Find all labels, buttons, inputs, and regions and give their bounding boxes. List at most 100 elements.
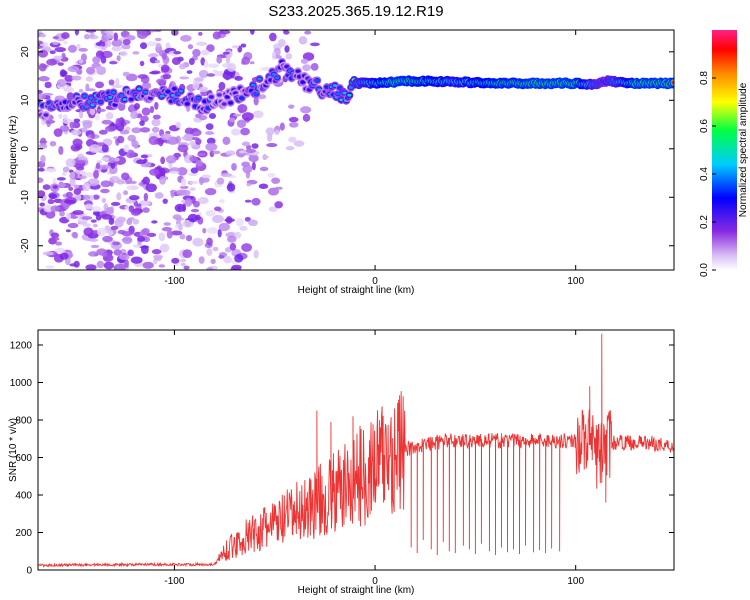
heatmap-cell [206, 137, 216, 145]
heatmap-cell [212, 31, 221, 40]
heatmap-cell [43, 204, 53, 213]
heatmap-cell [151, 249, 162, 255]
heatmap-cell [88, 144, 101, 154]
heatmap-cell [239, 96, 245, 100]
heatmap-cell [206, 248, 213, 256]
heatmap-cell [104, 30, 114, 34]
heatmap-cell [310, 42, 320, 47]
heatmap-cell [269, 32, 277, 42]
heatmap-cell [271, 177, 281, 184]
heatmap-cell [288, 104, 295, 109]
heatmap-cell [146, 232, 157, 238]
heatmap-cell [101, 197, 107, 203]
heatmap-cell [212, 150, 221, 155]
heatmap-cell [169, 171, 180, 175]
heatmap-cell [231, 128, 241, 136]
heatmap-cell [108, 157, 116, 164]
heatmap-cell [288, 116, 299, 123]
heatmap-cell [180, 262, 186, 267]
heatmap-cell [170, 189, 175, 198]
heatmap-cell [184, 197, 193, 207]
heatmap-cell [64, 75, 74, 82]
heatmap-cell [189, 156, 198, 162]
heatmap-cell [58, 113, 63, 119]
heatmap-cell [101, 144, 109, 153]
snr-x-tick-label: 100 [567, 576, 584, 587]
heatmap-y-tick-label: 20 [20, 46, 31, 58]
heatmap-cell [69, 121, 76, 129]
colorbar-tick-label: 0.6 [699, 119, 710, 133]
heatmap-cell [69, 171, 76, 180]
heatmap-cell [112, 103, 118, 107]
heatmap-cell [82, 194, 91, 201]
heatmap-cell [285, 145, 295, 151]
heatmap-cell [141, 82, 152, 90]
heatmap-cell [310, 62, 319, 71]
heatmap-cell [92, 56, 101, 64]
heatmap-cell [171, 57, 181, 66]
heatmap-cell [202, 227, 207, 234]
heatmap-x-label: Height of straight line (km) [298, 285, 415, 296]
heatmap-cell [265, 127, 275, 136]
heatmap-cell [108, 79, 115, 86]
heatmap-cell [67, 222, 79, 229]
heatmap-cell [181, 136, 187, 140]
heatmap-cell [56, 78, 67, 88]
heatmap-cell [332, 83, 338, 87]
snr-plot-area [38, 330, 674, 570]
heatmap-cell [231, 45, 240, 49]
heatmap-cell [50, 232, 60, 239]
heatmap-cell [66, 92, 74, 101]
heatmap-cell [229, 70, 235, 79]
heatmap-cell [69, 177, 76, 187]
heatmap-cell [61, 52, 66, 62]
heatmap-cell [87, 178, 100, 187]
heatmap-cell [58, 182, 67, 188]
heatmap-cell [108, 95, 113, 99]
heatmap-cell [42, 251, 54, 256]
heatmap-cell [347, 93, 352, 97]
snr-frame [37, 329, 675, 571]
heatmap-cell [165, 90, 171, 94]
heatmap-cell [152, 114, 161, 120]
heatmap-y-tick-label: 0 [20, 146, 31, 152]
heatmap-cell [212, 69, 218, 73]
heatmap-cell [165, 130, 171, 135]
heatmap-cell [279, 122, 285, 131]
heatmap-cell [110, 225, 119, 230]
heatmap-cell [216, 55, 223, 64]
heatmap-cell [44, 81, 52, 89]
colorbar-tick-label: 0.0 [699, 263, 710, 277]
heatmap-cell [187, 213, 198, 223]
heatmap-cell [146, 41, 158, 47]
heatmap-cell [228, 101, 233, 105]
heatmap-cell [74, 30, 80, 36]
heatmap-cell [108, 217, 115, 225]
heatmap-cell [96, 260, 105, 269]
heatmap-cell [125, 149, 135, 159]
heatmap-cell [251, 143, 259, 149]
heatmap-cell [274, 201, 284, 209]
heatmap-cell [302, 113, 311, 122]
heatmap-cell [152, 254, 164, 259]
heatmap-cell [145, 183, 157, 193]
heatmap-cell [224, 218, 235, 223]
heatmap-cell [335, 92, 341, 96]
heatmap-cell [123, 144, 130, 153]
heatmap-cell [137, 74, 149, 79]
heatmap-cell [99, 164, 110, 170]
heatmap-cell [148, 96, 153, 100]
heatmap-cell [81, 216, 93, 221]
heatmap-cell [57, 62, 64, 66]
heatmap-cell [244, 199, 252, 203]
heatmap-cell [165, 155, 177, 164]
heatmap-cell [143, 192, 149, 202]
heatmap-y-label: Frequency (Hz) [8, 116, 19, 185]
heatmap-cell [158, 232, 166, 242]
heatmap-cell [172, 214, 182, 220]
heatmap-cell [66, 86, 75, 93]
heatmap-cell [83, 227, 94, 236]
heatmap-cell [198, 31, 203, 36]
heatmap-cell [85, 83, 90, 92]
